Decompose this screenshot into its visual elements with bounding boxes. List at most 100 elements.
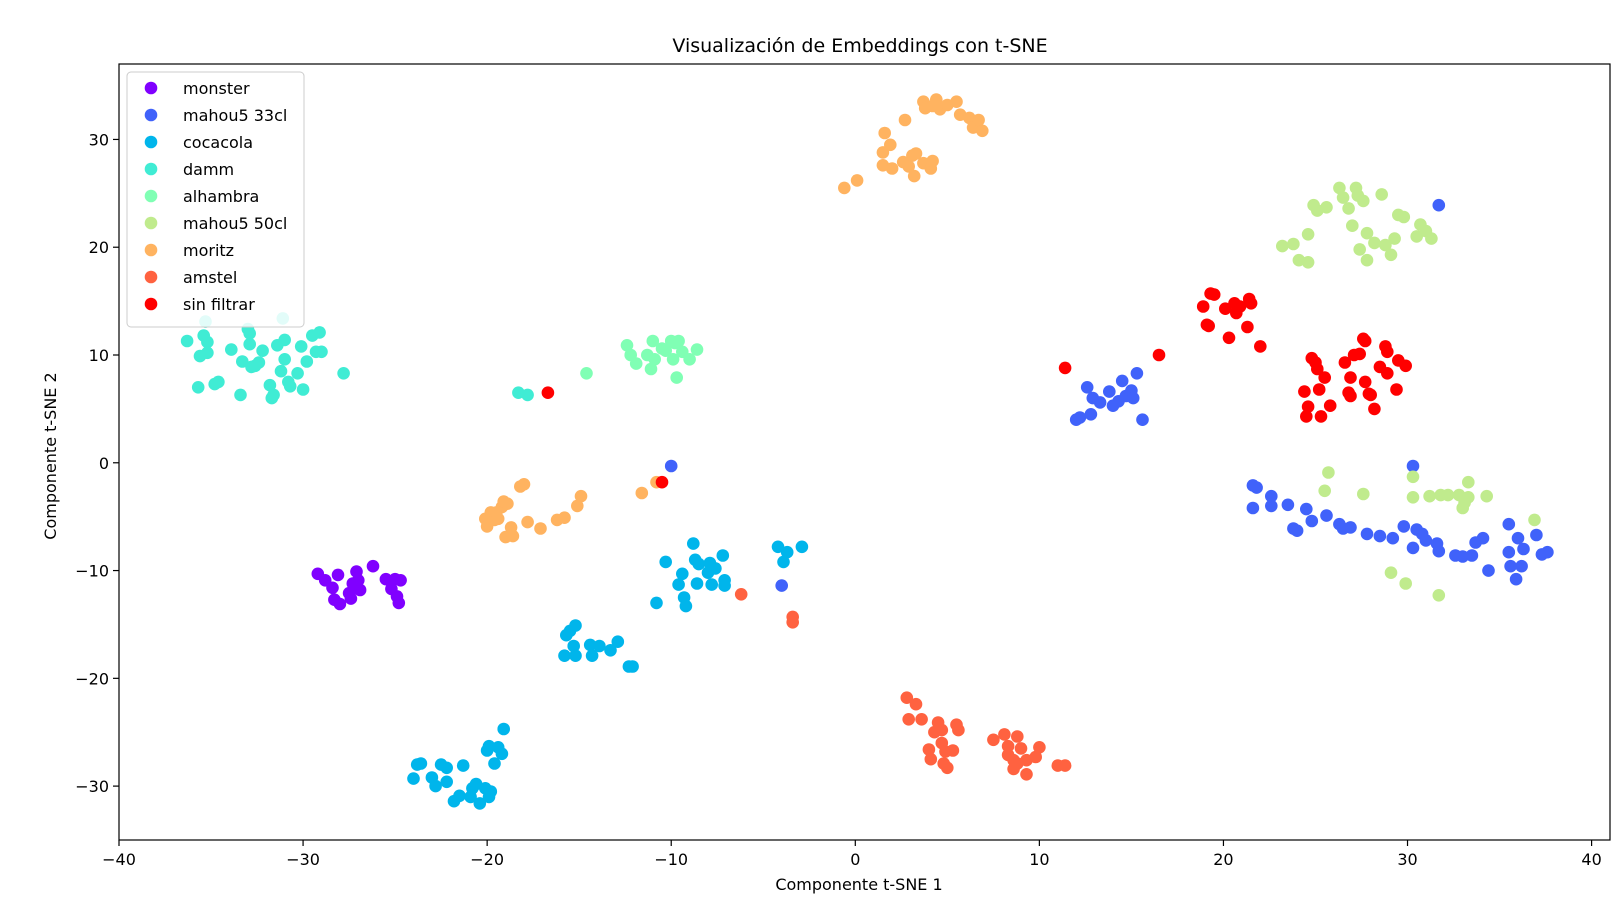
data-point <box>1441 488 1455 502</box>
legend-item: mahou5 50cl <box>144 214 287 233</box>
data-point <box>1344 371 1357 384</box>
data-point <box>1517 542 1530 556</box>
data-point <box>1207 288 1221 301</box>
data-point <box>352 574 365 587</box>
data-point <box>191 381 205 394</box>
data-point <box>1244 297 1258 310</box>
data-point <box>1410 230 1423 243</box>
legend-marker <box>144 108 158 122</box>
data-point <box>1406 541 1420 555</box>
data-point <box>344 592 358 605</box>
axes: −40 −30 −20 −10 0 10 20 30 40 −30 −20 −10 0 10 20 30 <box>75 63 1611 869</box>
data-point <box>900 691 914 704</box>
data-point <box>1368 236 1381 250</box>
data-point <box>1353 347 1366 361</box>
legend-label: damm <box>183 160 234 179</box>
data-point <box>1357 194 1370 208</box>
data-point <box>1432 544 1446 558</box>
data-point <box>626 660 639 673</box>
data-point <box>1290 524 1304 537</box>
data-point <box>1202 319 1215 333</box>
legend-label: mahou5 33cl <box>183 106 287 125</box>
data-point <box>1528 513 1541 527</box>
data-point <box>1399 577 1412 590</box>
y-tick-label: −10 <box>75 562 109 581</box>
data-point <box>1397 520 1411 533</box>
data-point <box>1541 545 1554 559</box>
data-point <box>1386 531 1400 545</box>
data-point <box>941 761 954 775</box>
data-point <box>558 649 571 662</box>
data-point <box>795 540 809 554</box>
chart-title: Visualización de Embeddings con t-SNE <box>672 35 1047 57</box>
data-point <box>650 596 663 610</box>
data-point <box>490 506 503 519</box>
x-axis-label: Componente t-SNE 1 <box>775 875 942 894</box>
data-point <box>930 93 943 106</box>
data-point <box>1358 375 1372 389</box>
data-point <box>1241 320 1254 334</box>
data-point <box>1502 545 1516 559</box>
data-point <box>672 334 685 348</box>
data-point <box>488 757 501 770</box>
legend-marker <box>144 297 158 311</box>
data-point <box>495 747 509 761</box>
data-point <box>935 723 949 737</box>
data-point <box>1397 210 1411 224</box>
plot-frame <box>118 63 1611 841</box>
data-point <box>574 489 588 503</box>
data-point <box>236 355 249 368</box>
data-point <box>1482 564 1495 577</box>
data-point <box>946 744 960 757</box>
data-point <box>1318 371 1331 384</box>
data-point <box>263 378 277 392</box>
data-point <box>1381 345 1394 359</box>
legend-marker <box>144 216 158 230</box>
data-point <box>1115 374 1129 388</box>
x-tick-label: −10 <box>654 850 688 869</box>
data-point <box>313 326 326 339</box>
data-point <box>952 723 965 737</box>
x-tick-label: −30 <box>286 850 320 869</box>
data-point <box>1344 389 1357 403</box>
data-point <box>1480 489 1493 503</box>
data-point <box>1093 396 1107 409</box>
data-point <box>1360 226 1374 240</box>
data-point <box>1353 243 1366 256</box>
data-point <box>692 557 706 571</box>
data-point <box>267 388 280 402</box>
data-point <box>687 537 700 550</box>
data-point <box>1130 367 1144 380</box>
data-point <box>1504 559 1517 573</box>
data-point <box>1384 248 1398 262</box>
data-point <box>1360 253 1374 267</box>
data-point <box>234 388 247 402</box>
series-monster <box>311 559 407 611</box>
data-point <box>1379 238 1392 252</box>
data-point <box>1126 391 1140 405</box>
legend-marker <box>144 135 158 149</box>
legend-item: moritz <box>144 241 234 260</box>
legend-marker <box>144 189 158 203</box>
data-point <box>884 138 897 152</box>
legend-label: alhambra <box>183 187 259 206</box>
data-point <box>659 344 672 358</box>
y-tick-label: 30 <box>89 130 109 149</box>
legend-label: sin filtrar <box>183 295 255 314</box>
data-point <box>517 478 531 491</box>
data-point <box>950 95 963 108</box>
legend-marker <box>144 81 158 95</box>
data-point <box>1301 400 1315 414</box>
data-point <box>1281 498 1295 512</box>
data-point <box>611 635 625 648</box>
data-point <box>580 367 593 380</box>
data-point <box>256 344 269 358</box>
data-point <box>225 343 238 356</box>
legend-item: damm <box>144 160 234 179</box>
data-point <box>850 174 864 187</box>
data-point <box>718 579 731 592</box>
data-point <box>646 334 660 348</box>
data-point <box>278 353 292 366</box>
legend-item: cocacola <box>144 133 253 152</box>
legend-label: moritz <box>183 241 234 260</box>
